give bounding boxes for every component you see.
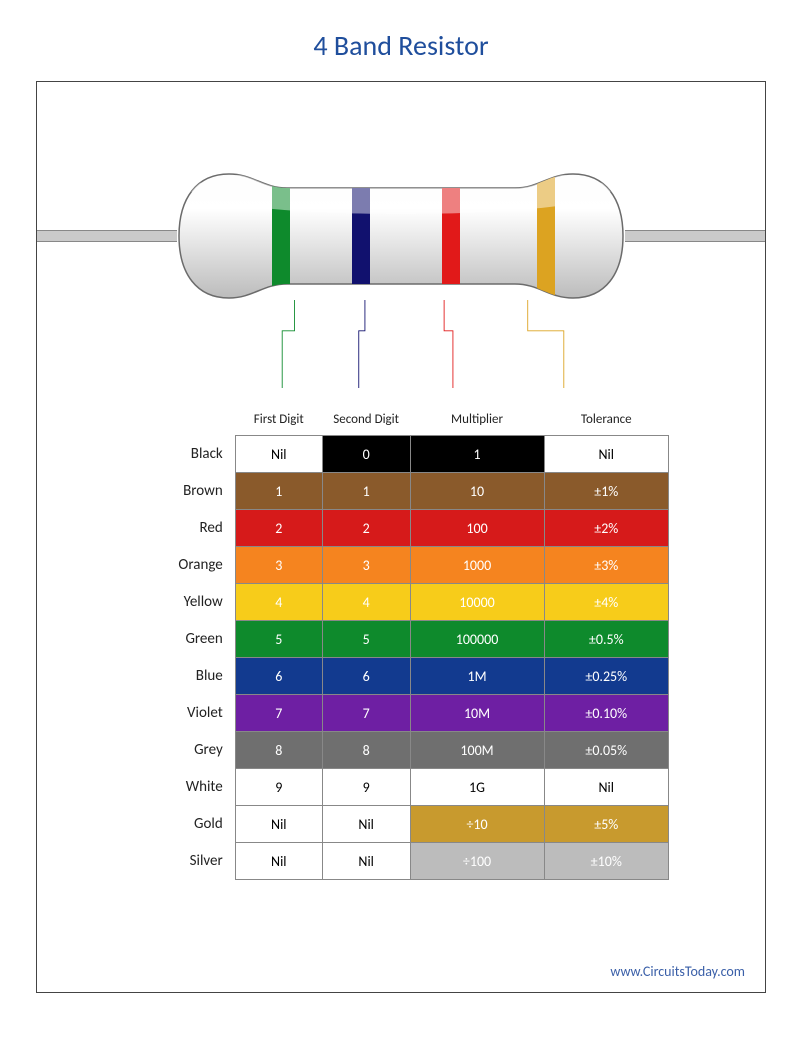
cell-d2: Nil — [323, 806, 410, 842]
table-row: Blue661M±0.25% — [137, 658, 669, 695]
cell-tol: ±5% — [545, 806, 668, 842]
row-label: Red — [137, 510, 235, 547]
cell-tol: ±10% — [545, 843, 668, 879]
row-label: Grey — [137, 732, 235, 769]
table-row: Orange331000±3% — [137, 547, 669, 584]
resistor-drawing — [37, 172, 765, 392]
col-header-first-digit: First Digit — [235, 406, 322, 436]
diagram-frame: First Digit Second Digit Multiplier Tole… — [36, 81, 766, 993]
cell-tol: Nil — [545, 436, 668, 472]
cell-d1: 9 — [236, 769, 322, 805]
lead-line-1 — [282, 300, 294, 388]
cell-d2: 0 — [323, 436, 410, 472]
leader-lines — [177, 300, 625, 388]
cell-mul: ÷10 — [411, 806, 544, 842]
cell-mul: ÷100 — [411, 843, 544, 879]
table-row: GoldNilNil÷10±5% — [137, 806, 669, 843]
col-header-tolerance: Tolerance — [544, 406, 668, 436]
cell-mul: 10 — [411, 473, 544, 509]
cell-tol: ±0.5% — [545, 621, 668, 657]
cell-d2: 8 — [323, 732, 410, 768]
cell-d1: Nil — [236, 843, 322, 879]
cell-mul: 10M — [411, 695, 544, 731]
lead-line-3 — [444, 300, 453, 388]
cell-d2: 3 — [323, 547, 410, 583]
row-label: White — [137, 769, 235, 806]
table-row: Violet7710M±0.10% — [137, 695, 669, 732]
page-title: 4 Band Resistor — [0, 28, 802, 63]
table-row: BlackNil01Nil — [137, 436, 669, 473]
cell-d2: 4 — [323, 584, 410, 620]
row-label: Blue — [137, 658, 235, 695]
cell-mul: 1 — [411, 436, 544, 472]
lead-line-4 — [528, 300, 564, 388]
lead-wire-right — [625, 230, 765, 242]
cell-d1: 7 — [236, 695, 322, 731]
cell-mul: 10000 — [411, 584, 544, 620]
cell-tol: ±1% — [545, 473, 668, 509]
resistor-body — [177, 172, 625, 300]
cell-d1: 8 — [236, 732, 322, 768]
cell-tol: ±4% — [545, 584, 668, 620]
cell-tol: Nil — [545, 769, 668, 805]
cell-d1: 5 — [236, 621, 322, 657]
cell-d2: 5 — [323, 621, 410, 657]
cell-d1: Nil — [236, 806, 322, 842]
color-code-table: First Digit Second Digit Multiplier Tole… — [137, 406, 669, 880]
cell-tol: ±2% — [545, 510, 668, 546]
cell-tol: ±0.10% — [545, 695, 668, 731]
cell-d2: 2 — [323, 510, 410, 546]
cell-tol: ±3% — [545, 547, 668, 583]
table-row: Red22100±2% — [137, 510, 669, 547]
table-row: White991GNil — [137, 769, 669, 806]
cell-d2: Nil — [323, 843, 410, 879]
cell-d2: 1 — [323, 473, 410, 509]
row-label: Violet — [137, 695, 235, 732]
cell-d2: 9 — [323, 769, 410, 805]
cell-mul: 100000 — [411, 621, 544, 657]
cell-mul: 100M — [411, 732, 544, 768]
row-label: Brown — [137, 473, 235, 510]
cell-d1: Nil — [236, 436, 322, 472]
cell-mul: 1000 — [411, 547, 544, 583]
row-label: Silver — [137, 843, 235, 880]
row-label: Green — [137, 621, 235, 658]
cell-d1: 2 — [236, 510, 322, 546]
cell-d1: 1 — [236, 473, 322, 509]
table-row: Grey88100M±0.05% — [137, 732, 669, 769]
row-label: Orange — [137, 547, 235, 584]
col-header-second-digit: Second Digit — [322, 406, 410, 436]
cell-d1: 3 — [236, 547, 322, 583]
cell-tol: ±0.05% — [545, 732, 668, 768]
lead-line-2 — [359, 300, 365, 388]
row-label: Yellow — [137, 584, 235, 621]
col-header-multiplier: Multiplier — [410, 406, 544, 436]
cell-d1: 6 — [236, 658, 322, 694]
cell-d2: 6 — [323, 658, 410, 694]
lead-wire-left — [37, 230, 177, 242]
cell-tol: ±0.25% — [545, 658, 668, 694]
cell-mul: 1G — [411, 769, 544, 805]
cell-d1: 4 — [236, 584, 322, 620]
cell-d2: 7 — [323, 695, 410, 731]
table-row: SilverNilNil÷100±10% — [137, 843, 669, 880]
table-row: Green55100000±0.5% — [137, 621, 669, 658]
row-label: Black — [137, 436, 235, 473]
row-label: Gold — [137, 806, 235, 843]
attribution-link[interactable]: www.CircuitsToday.com — [610, 963, 745, 980]
cell-mul: 1M — [411, 658, 544, 694]
cell-mul: 100 — [411, 510, 544, 546]
table-row: Brown1110±1% — [137, 473, 669, 510]
table-row: Yellow4410000±4% — [137, 584, 669, 621]
